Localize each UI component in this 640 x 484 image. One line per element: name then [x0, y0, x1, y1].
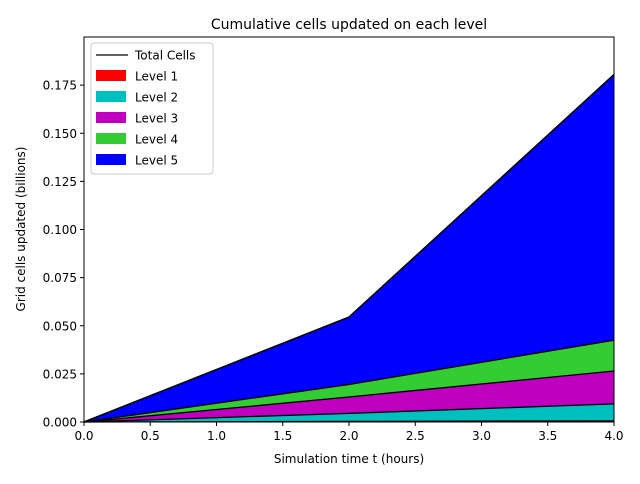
x-axis-label: Simulation time t (hours): [274, 452, 424, 466]
total-cells-line: [83, 73, 615, 423]
x-tick-label: 3.0: [472, 429, 491, 443]
y-axis-ticks: 0.000 0.025 0.050 0.075 0.100 0.125 0.150 0.175: [43, 79, 84, 430]
legend-swatch-level-4: [96, 133, 126, 144]
y-tick-label: 0.100: [43, 223, 77, 237]
y-tick-label: 0.050: [43, 319, 77, 333]
x-tick-label: 2.0: [339, 429, 358, 443]
chart-title: Cumulative cells updated on each level: [211, 17, 487, 33]
x-tick-label: 4.0: [604, 429, 623, 443]
x-axis-ticks: 0.0 0.5 1.0 1.5 2.0 2.5 3.0 3.5 4.0: [74, 422, 624, 443]
legend: Total Cells Level 1 Level 2 Level 3 Leve…: [90, 42, 214, 175]
y-tick-label: 0.025: [43, 367, 77, 381]
legend-label-level-1: Level 1: [135, 70, 178, 84]
y-tick-label: 0.150: [43, 127, 77, 141]
x-tick-label: 0.5: [141, 429, 160, 443]
y-tick-label: 0.075: [43, 271, 77, 285]
x-tick-label: 1.0: [207, 429, 226, 443]
x-tick-label: 2.5: [406, 429, 425, 443]
legend-swatch-level-3: [96, 112, 126, 123]
boundary-line-level-3: [83, 370, 615, 423]
y-tick-label: 0.000: [43, 416, 77, 430]
x-tick-label: 1.5: [273, 429, 292, 443]
area-level-3: [84, 370, 614, 422]
legend-label-level-2: Level 2: [135, 91, 178, 105]
area-level-5: [84, 74, 614, 422]
legend-label-total: Total Cells: [134, 49, 196, 63]
y-tick-label: 0.125: [43, 175, 77, 189]
legend-swatch-level-5: [96, 154, 126, 165]
area-level-2: [84, 403, 614, 422]
legend-swatch-level-2: [96, 91, 126, 102]
boundary-line-level-2: [83, 403, 615, 423]
boundary-line-level-4: [83, 339, 615, 423]
legend-label-level-5: Level 5: [135, 154, 178, 168]
y-axis-label: Grid cells updated (billions): [14, 147, 28, 312]
legend-swatch-level-1: [96, 70, 126, 81]
legend-label-level-4: Level 4: [135, 133, 178, 147]
legend-label-level-3: Level 3: [135, 112, 178, 126]
x-tick-label: 0.0: [74, 429, 93, 443]
y-tick-label: 0.175: [43, 79, 77, 93]
x-tick-label: 3.5: [538, 429, 557, 443]
